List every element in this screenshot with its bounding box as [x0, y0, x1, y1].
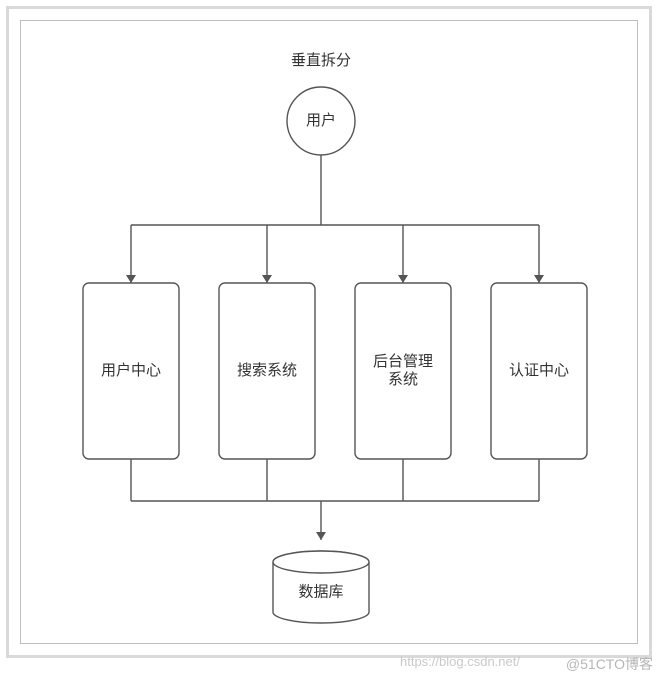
node-user-label: 用户 — [306, 112, 336, 129]
diagram-title: 垂直拆分 — [291, 52, 351, 69]
flowchart-svg: 垂直拆分用户用户中心搜索系统后台管理系统认证中心数据库 — [21, 21, 639, 645]
node-db-label: 数据库 — [298, 583, 343, 600]
node-svc4-label: 认证中心 — [509, 362, 569, 379]
diagram-panel: 垂直拆分用户用户中心搜索系统后台管理系统认证中心数据库 — [20, 20, 638, 644]
node-svc2-label: 搜索系统 — [237, 362, 297, 379]
node-svc1-label: 用户中心 — [101, 362, 161, 379]
